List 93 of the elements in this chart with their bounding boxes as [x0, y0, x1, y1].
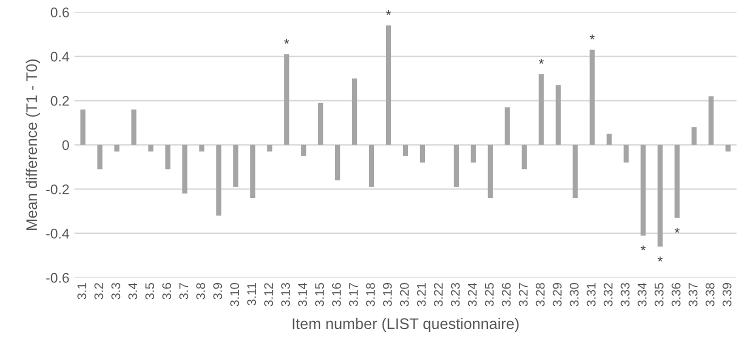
bar — [182, 144, 188, 194]
x-tick-label: 3.8 — [196, 283, 206, 300]
bar — [165, 144, 170, 170]
x-tick-label: 3.25 — [484, 282, 494, 306]
x-tick-label: 3.12 — [264, 283, 274, 306]
annotation: * — [674, 228, 680, 233]
x-tick-label: 3.31 — [586, 283, 596, 306]
x-tick-label: 3.21 — [416, 283, 426, 306]
x-tick-label: 3.6 — [162, 283, 172, 300]
bar — [726, 144, 731, 152]
bar — [470, 144, 476, 163]
x-tick-label: 3.27 — [518, 283, 528, 306]
annotation: * — [590, 34, 595, 40]
x-tick-label: 3.16 — [332, 283, 341, 306]
annotation: * — [538, 58, 544, 64]
bar — [674, 144, 680, 218]
y-tick-label: -0.2 — [46, 184, 69, 194]
x-tick-label: 3.3 — [111, 283, 120, 300]
x-tick-label: 3.23 — [450, 283, 460, 306]
bar — [504, 107, 510, 145]
x-tick-label: 3.30 — [570, 282, 579, 306]
bar — [708, 96, 714, 145]
bar — [590, 50, 595, 145]
x-tick-label: 3.9 — [213, 283, 222, 300]
bar — [368, 144, 374, 187]
x-tick-label: 3.22 — [434, 283, 443, 306]
x-tick-label: 3.38 — [706, 283, 714, 306]
bar — [402, 144, 408, 156]
x-tick-label: 3.32 — [604, 283, 613, 306]
bar — [148, 144, 154, 152]
bar — [454, 144, 459, 187]
bar — [216, 144, 222, 216]
y-tick-label: 0.6 — [50, 7, 69, 18]
x-tick-label: 3.7 — [179, 283, 188, 300]
x-tick-label: 3.36 — [672, 283, 680, 306]
x-tick-label: 3.11 — [247, 283, 256, 306]
x-tick-label: 3.37 — [688, 283, 698, 306]
x-tick-label: 3.35 — [654, 282, 664, 306]
x-tick-label: 3.34 — [638, 282, 647, 306]
x-tick-label: 3.39 — [722, 283, 732, 306]
bar — [692, 127, 697, 145]
bar — [556, 85, 561, 145]
x-tick-label: 3.14 — [298, 282, 307, 306]
bar — [267, 144, 272, 152]
bar — [522, 144, 527, 170]
bar — [97, 144, 102, 170]
bar — [114, 144, 120, 152]
bar — [420, 144, 426, 163]
bar — [624, 144, 629, 163]
x-tick-label: 3.5 — [145, 282, 154, 300]
y-axis-title: Mean difference (T1 - T0) — [26, 59, 40, 230]
bar — [233, 144, 238, 187]
x-tick-label: 3.28 — [536, 283, 545, 306]
bar — [80, 109, 86, 145]
x-tick-label: 3.2 — [94, 283, 104, 300]
annotation: * — [284, 38, 290, 44]
annotation: * — [640, 246, 646, 250]
x-tick-label: 3.15 — [315, 282, 324, 306]
annotation: * — [386, 10, 391, 16]
x-tick-label: 3.17 — [349, 283, 358, 306]
annotation: * — [658, 256, 663, 262]
x-tick-label: 3.1 — [77, 283, 86, 300]
bar — [488, 144, 493, 198]
bar — [335, 144, 340, 180]
x-tick-label: 3.24 — [468, 282, 477, 306]
x-axis-title: Item number (LIST questionnaire) — [292, 318, 519, 332]
y-tick-label: -0.4 — [46, 228, 70, 239]
x-tick-label: 3.33 — [620, 283, 630, 306]
x-tick-label: 3.10 — [230, 282, 240, 306]
bar — [131, 109, 136, 145]
bar — [606, 134, 612, 145]
bar — [301, 144, 306, 156]
y-tick-label: 0 — [62, 140, 69, 150]
bar — [318, 102, 324, 145]
x-tick-label: 3.29 — [552, 283, 562, 306]
bar — [199, 144, 204, 152]
bar — [386, 25, 392, 145]
bar — [250, 144, 256, 198]
y-tick-label: -0.6 — [46, 272, 69, 283]
bar — [352, 78, 358, 145]
x-tick-label: 3.26 — [502, 283, 511, 306]
x-tick-label: 3.20 — [400, 282, 409, 306]
x-tick-label: 3.13 — [281, 283, 290, 306]
x-tick-label: 3.18 — [366, 283, 375, 306]
x-tick-label: 3.19 — [383, 283, 392, 306]
y-tick-label: 0.2 — [50, 96, 69, 106]
bar — [640, 144, 646, 236]
bar — [658, 144, 663, 247]
x-tick-label: 3.4 — [128, 282, 138, 300]
bar — [572, 144, 578, 198]
y-tick-label: 0.4 — [50, 52, 70, 62]
bar — [284, 54, 290, 145]
bar — [538, 74, 544, 145]
